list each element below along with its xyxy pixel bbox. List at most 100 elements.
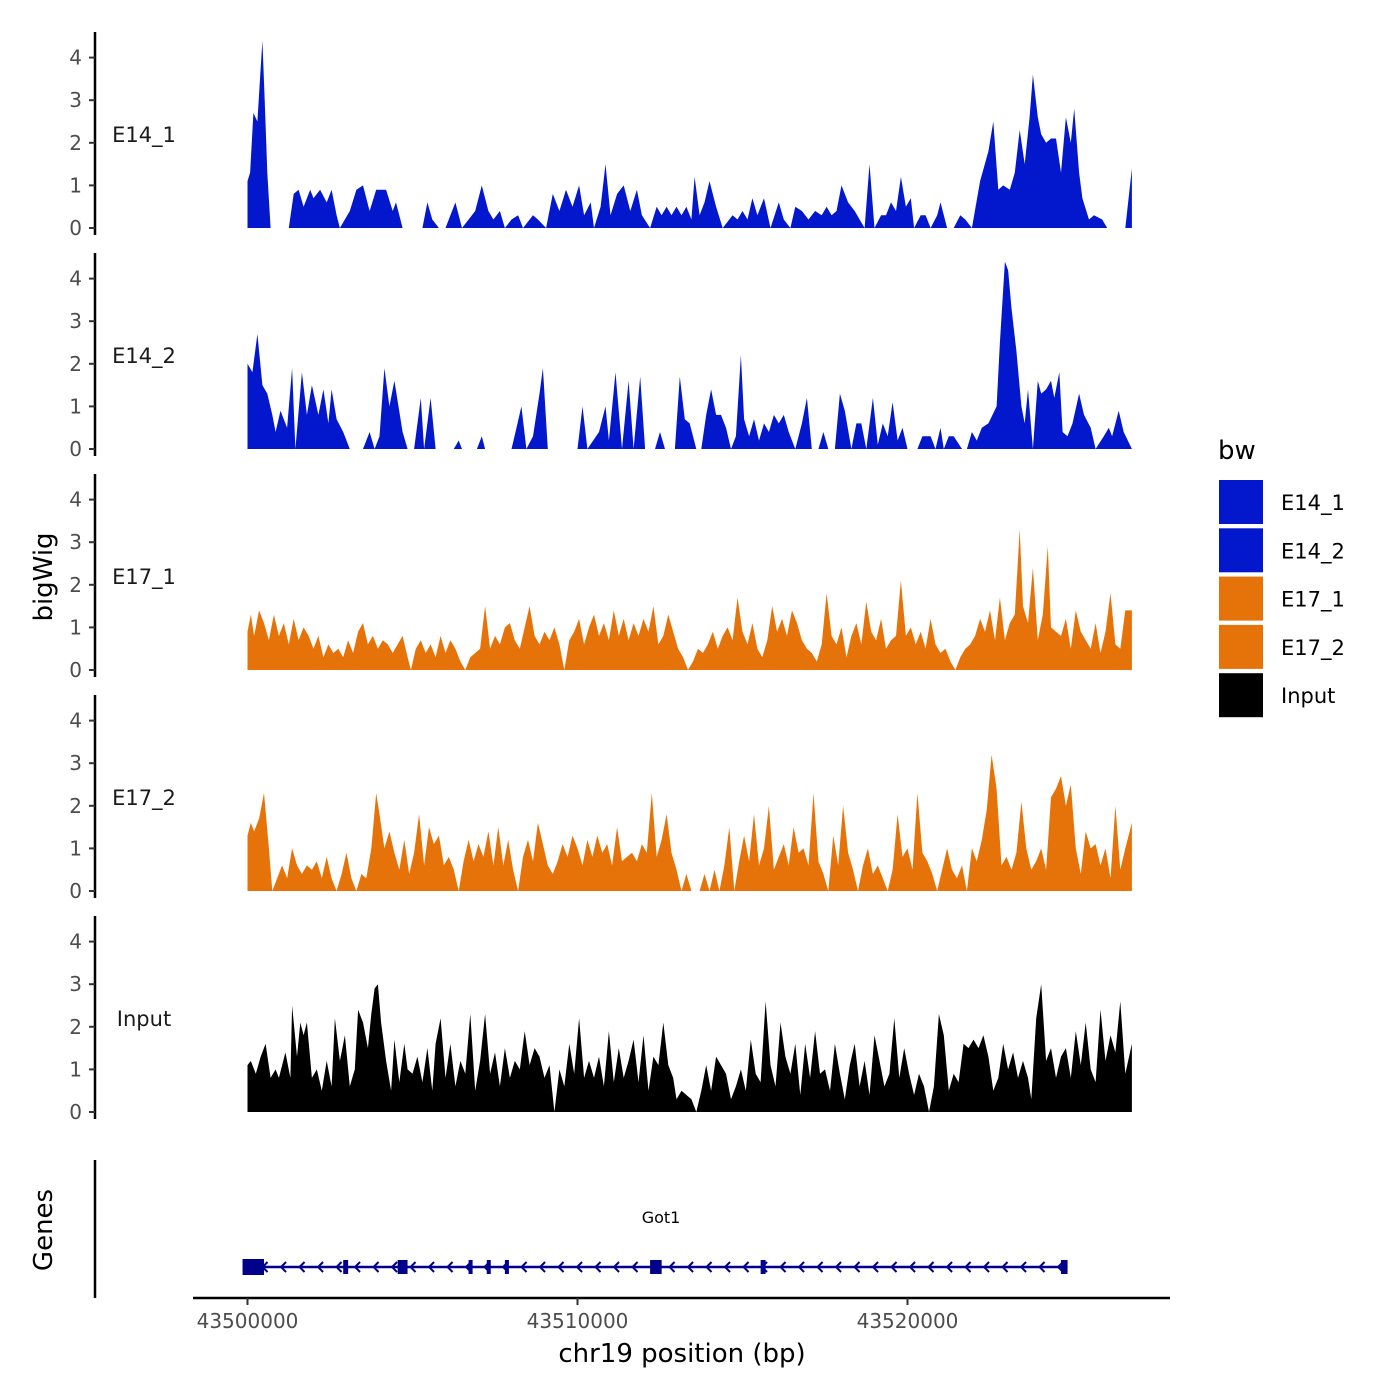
x-tick-label: 43500000 xyxy=(197,1309,299,1333)
y-axis-title: bigWig xyxy=(29,532,59,621)
y-tick-label: 0 xyxy=(69,216,82,240)
strand-arrow xyxy=(538,1261,546,1273)
track-E14_1: 0 1 2 3 4 E14_1 xyxy=(69,32,1132,240)
strand-arrow xyxy=(298,1261,306,1273)
strand-arrow xyxy=(409,1261,417,1273)
strand-arrow xyxy=(594,1261,602,1273)
legend-label-E17_1: E17_1 xyxy=(1281,588,1345,613)
y-tick-label: 3 xyxy=(69,88,82,112)
bigwig-tracks: 0 1 2 3 4 E14_1 0 1 2 3 4 E14_2 0 1 2 3 4 E17_1 0 1 2 3 4 E17_2… xyxy=(69,32,1132,1124)
track-E17_2: 0 1 2 3 4 E17_2 xyxy=(69,695,1132,903)
strand-arrow xyxy=(353,1261,361,1273)
gene-exon xyxy=(760,1260,766,1274)
legend-swatch-E17_2 xyxy=(1219,624,1263,669)
strand-arrow xyxy=(723,1261,731,1273)
strand-arrow xyxy=(742,1261,750,1273)
track-E17_1: 0 1 2 3 4 E17_1 xyxy=(69,474,1132,682)
track-E14_2: 0 1 2 3 4 E14_2 xyxy=(69,253,1132,461)
track-label: E14_2 xyxy=(112,344,176,369)
coverage-area-Input xyxy=(247,984,1132,1112)
y-tick-label: 2 xyxy=(69,131,82,155)
gene-exon xyxy=(397,1260,408,1274)
strand-arrow xyxy=(335,1261,343,1273)
y-tick-label: 0 xyxy=(69,1100,82,1124)
gene-exon xyxy=(468,1260,473,1274)
y-tick-label: 4 xyxy=(69,930,82,954)
y-tick-label: 4 xyxy=(69,709,82,733)
strand-arrow xyxy=(927,1261,935,1273)
strand-arrow xyxy=(686,1261,694,1273)
strand-arrow xyxy=(779,1261,787,1273)
strand-arrow xyxy=(705,1261,713,1273)
strand-arrow xyxy=(446,1261,454,1273)
legend-swatch-Input xyxy=(1219,673,1263,718)
strand-arrow xyxy=(427,1261,435,1273)
strand-arrow xyxy=(1001,1261,1009,1273)
strand-arrow xyxy=(890,1261,898,1273)
y-tick-label: 2 xyxy=(69,1015,82,1039)
strand-arrow xyxy=(982,1261,990,1273)
strand-arrow xyxy=(279,1261,287,1273)
y-tick-label: 2 xyxy=(69,573,82,597)
y-tick-label: 4 xyxy=(69,267,82,291)
track-label: E14_1 xyxy=(112,123,176,148)
gene-exon xyxy=(343,1260,349,1274)
strand-arrow xyxy=(908,1261,916,1273)
y-tick-label: 1 xyxy=(69,1057,82,1081)
y-tick-label: 2 xyxy=(69,794,82,818)
legend-swatch-E14_1 xyxy=(1219,480,1263,524)
legend-label-E17_2: E17_2 xyxy=(1281,636,1345,661)
strand-arrow xyxy=(557,1261,565,1273)
strand-arrow xyxy=(964,1261,972,1273)
gene-label: Got1 xyxy=(642,1208,681,1227)
strand-arrow xyxy=(1038,1261,1046,1273)
gene-exon xyxy=(650,1260,662,1274)
strand-arrow xyxy=(631,1261,639,1273)
gene-exon xyxy=(242,1259,264,1275)
legend-title: bw xyxy=(1218,436,1256,466)
y-tick-label: 4 xyxy=(69,46,82,70)
x-axis-title: chr19 position (bp) xyxy=(558,1339,805,1369)
x-tick-label: 43510000 xyxy=(527,1309,629,1333)
legend-label-E14_1: E14_1 xyxy=(1281,491,1345,516)
strand-arrow xyxy=(390,1261,398,1273)
y-tick-label: 3 xyxy=(69,309,82,333)
coverage-area-E17_2 xyxy=(247,754,1132,891)
y-tick-label: 4 xyxy=(69,488,82,512)
strand-arrow xyxy=(853,1261,861,1273)
strand-arrow xyxy=(372,1261,380,1273)
x-axis: 43500000 43510000 43520000 xyxy=(193,1296,1170,1333)
y-tick-label: 0 xyxy=(69,437,82,461)
track-Input: 0 1 2 3 4 Input xyxy=(69,916,1132,1124)
y-tick-label: 1 xyxy=(69,173,82,197)
strand-arrow xyxy=(575,1261,583,1273)
gene-exon xyxy=(486,1260,491,1274)
legend-swatch-E14_2 xyxy=(1219,528,1263,573)
strand-arrow xyxy=(871,1261,879,1273)
track-label: E17_1 xyxy=(112,565,176,590)
coverage-area-E17_1 xyxy=(247,529,1132,670)
y-tick-label: 1 xyxy=(69,394,82,418)
y-tick-label: 0 xyxy=(69,658,82,682)
legend-label-E14_2: E14_2 xyxy=(1281,539,1345,564)
strand-arrow xyxy=(816,1261,824,1273)
gene-exon xyxy=(504,1260,509,1274)
y-tick-label: 2 xyxy=(69,352,82,376)
y-tick-label: 1 xyxy=(69,615,82,639)
y-tick-label: 3 xyxy=(69,751,82,775)
gene-exon xyxy=(1060,1260,1068,1274)
strand-arrow xyxy=(668,1261,676,1273)
x-tick-label: 43520000 xyxy=(857,1309,959,1333)
track-label: E17_2 xyxy=(112,786,176,811)
y-tick-label: 3 xyxy=(69,972,82,996)
y-tick-label: 3 xyxy=(69,530,82,554)
y-tick-label: 0 xyxy=(69,879,82,903)
strand-arrow xyxy=(945,1261,953,1273)
strand-arrow xyxy=(834,1261,842,1273)
track-label: Input xyxy=(117,1007,171,1031)
genes-panel-title: Genes xyxy=(29,1189,59,1271)
legend: bw E14_1 E14_2 E17_1 E17_2 Input xyxy=(1218,436,1345,718)
coverage-area-E14_2 xyxy=(247,261,1132,449)
strand-arrow xyxy=(1019,1261,1027,1273)
